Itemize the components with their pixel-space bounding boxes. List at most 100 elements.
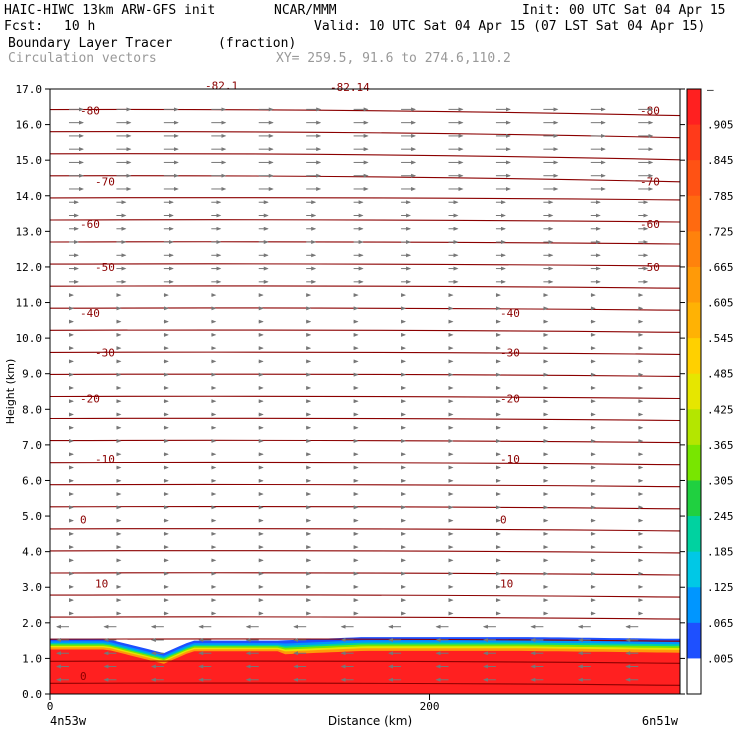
- y-tick-label: 8.0: [22, 403, 42, 416]
- colorbar-swatch: [687, 480, 701, 517]
- colorbar-label: .365: [707, 439, 734, 452]
- y-tick-label: 3.0: [22, 581, 42, 594]
- contour-line: [49, 307, 681, 311]
- contour-line: [49, 439, 681, 444]
- contour-label: -60: [640, 218, 660, 231]
- colorbar-label: .305: [707, 474, 734, 487]
- colorbar-swatch: [687, 409, 701, 446]
- contour-label: -50: [640, 261, 660, 274]
- contour-label: 0: [80, 514, 87, 527]
- contour-line: [49, 395, 681, 400]
- colorbar-swatch: [687, 124, 701, 161]
- colorbar-label: .185: [707, 546, 734, 559]
- contour-label: -10: [500, 453, 520, 466]
- contour-line: [49, 153, 681, 161]
- init-time: Init: 00 UTC Sat 04 Apr 15: [522, 3, 726, 18]
- y-tick-label: 2.0: [22, 617, 42, 630]
- x-tick-label: 200: [420, 700, 440, 713]
- colorbar-swatch: [687, 373, 701, 410]
- colorbar-label: .245: [707, 510, 734, 523]
- colorbar-swatch: [687, 587, 701, 624]
- y-tick-label: 17.0: [16, 83, 43, 96]
- colorbar-label: .545: [707, 332, 734, 345]
- contour-label: -40: [80, 307, 100, 320]
- contour-line: [49, 373, 681, 377]
- contour-line: [49, 594, 681, 598]
- colorbar-label: .845: [707, 154, 734, 167]
- y-tick-label: 1.0: [22, 652, 42, 665]
- colorbar-swatch: [687, 231, 701, 268]
- contour-label: -50: [95, 261, 115, 274]
- contour-label: -30: [95, 346, 115, 359]
- y-tick-label: 10.0: [16, 332, 43, 345]
- y-tick-label: 9.0: [22, 368, 42, 381]
- contour-line: [49, 660, 681, 664]
- colorbar-swatch: [687, 160, 701, 197]
- colorbar-label: .005: [707, 652, 734, 665]
- contour-label: -80: [80, 104, 100, 117]
- colorbar-swatch: [687, 658, 701, 695]
- y-tick-label: 12.0: [16, 261, 43, 274]
- field-units: (fraction): [218, 36, 297, 51]
- contour-label: -60: [80, 218, 100, 231]
- x-end-label-right: 6n51w: [642, 714, 679, 728]
- contour-line: [49, 108, 681, 117]
- contour-line: [49, 682, 681, 686]
- colorbar-swatch: [687, 516, 701, 553]
- colorbar-label: .785: [707, 190, 734, 203]
- colorbar-label: .485: [707, 368, 734, 381]
- contour-line: [49, 329, 681, 333]
- fcst-label: Fcst:: [4, 19, 44, 34]
- contour-line: [49, 351, 681, 355]
- colorbar-swatch: [687, 89, 701, 126]
- x-end-label-left: 4n53w: [50, 714, 87, 728]
- y-tick-label: 11.0: [16, 297, 43, 310]
- colorbar-swatch: [687, 266, 701, 304]
- contour-line: [49, 461, 681, 466]
- colorbar-swatch: [687, 338, 701, 375]
- colorbar-swatch: [687, 195, 701, 232]
- contour-line: [49, 528, 681, 532]
- colorbar-label: .665: [707, 261, 734, 274]
- contour-label: 10: [95, 578, 108, 591]
- xy-label: XY= 259.5, 91.6 to 274.6,110.2: [276, 51, 511, 66]
- y-tick-label: 13.0: [16, 225, 43, 238]
- contour-label: 0: [80, 670, 87, 683]
- contour-label: -82.14: [330, 81, 370, 94]
- contour-label: -20: [500, 393, 520, 406]
- colorbar-label: .605: [707, 297, 734, 310]
- field-name: Boundary Layer Tracer: [8, 36, 173, 51]
- contour-line: [49, 638, 681, 642]
- colorbar-swatch: [687, 444, 701, 481]
- y-tick-label: 7.0: [22, 439, 42, 452]
- y-tick-label: 4.0: [22, 546, 42, 559]
- y-tick-label: 14.0: [16, 190, 43, 203]
- contour-label: -80: [640, 104, 660, 117]
- contour-label: 0: [500, 514, 507, 527]
- org-label: NCAR/MMM: [274, 3, 337, 18]
- y-tick-label: 15.0: [16, 154, 43, 167]
- contour-line: [49, 483, 681, 488]
- contour-line: [49, 417, 681, 422]
- contour-line: [49, 131, 681, 139]
- contour-label: -70: [95, 176, 115, 189]
- x-tick-label: 0: [47, 700, 54, 713]
- y-axis-label: Height (km): [4, 359, 17, 425]
- colorbar-label: –: [707, 83, 714, 96]
- valid-time: Valid: 10 UTC Sat 04 Apr 15 (07 LST Sat …: [314, 19, 706, 34]
- colorbar-label: .725: [707, 225, 734, 238]
- colorbar-swatch: [687, 622, 701, 659]
- plot-frame: [49, 88, 681, 695]
- contour-line: [49, 572, 681, 576]
- contour-label: -40: [500, 307, 520, 320]
- colorbar-label: .065: [707, 617, 734, 630]
- vectors-label: Circulation vectors: [8, 51, 157, 66]
- y-tick-label: 5.0: [22, 510, 42, 523]
- y-tick-label: 16.0: [16, 119, 43, 132]
- colorbar-label: .425: [707, 403, 734, 416]
- colorbar-label: .125: [707, 581, 734, 594]
- contour-line: [49, 219, 681, 223]
- colorbar-frame: [686, 88, 702, 695]
- x-axis-label: Distance (km): [328, 714, 412, 728]
